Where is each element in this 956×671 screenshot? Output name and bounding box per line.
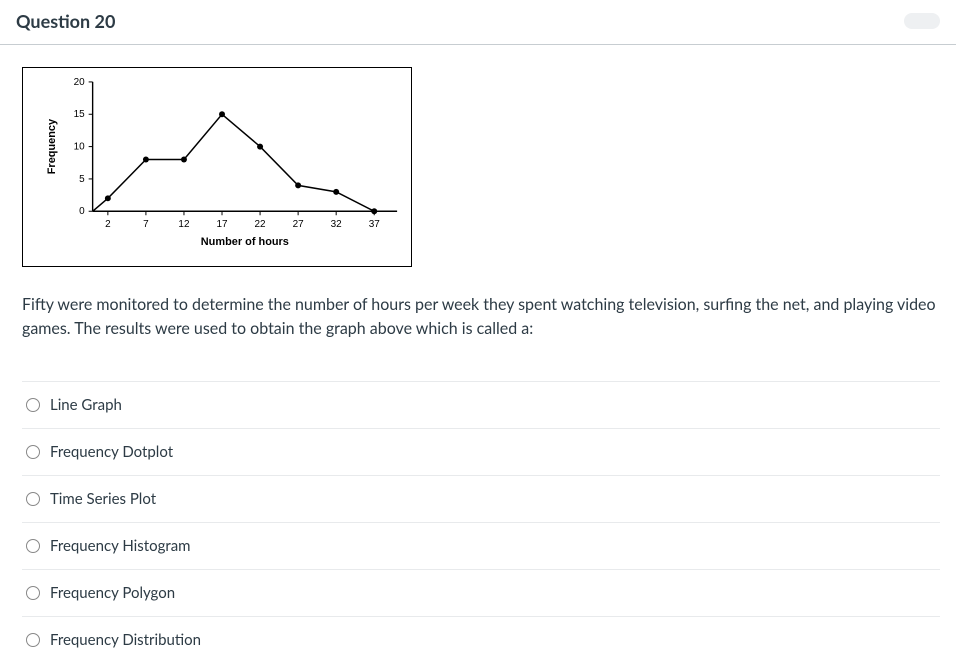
points-pill (904, 13, 940, 29)
answer-radio[interactable] (26, 586, 40, 600)
svg-text:5: 5 (79, 174, 85, 185)
answer-label: Frequency Distribution (50, 631, 201, 649)
svg-text:0: 0 (79, 206, 85, 217)
svg-text:Number of hours: Number of hours (201, 236, 289, 248)
svg-text:20: 20 (74, 77, 86, 88)
frequency-chart: 0510152027121722273237Number of hoursFre… (22, 67, 412, 267)
svg-text:32: 32 (331, 219, 343, 230)
answer-label: Time Series Plot (50, 490, 156, 508)
svg-text:12: 12 (178, 219, 190, 230)
answer-label: Frequency Polygon (50, 584, 175, 602)
question-prompt: Fifty were monitored to determine the nu… (22, 293, 940, 341)
answer-option[interactable]: Time Series Plot (22, 475, 940, 522)
answer-radio[interactable] (26, 492, 40, 506)
answer-option[interactable]: Frequency Histogram (22, 522, 940, 569)
answers-list: Line Graph Frequency Dotplot Time Series P… (22, 381, 940, 663)
svg-text:15: 15 (74, 109, 86, 120)
svg-text:10: 10 (74, 142, 86, 153)
answer-label: Line Graph (50, 396, 122, 414)
svg-text:2: 2 (105, 219, 111, 230)
svg-text:22: 22 (255, 219, 267, 230)
answer-option[interactable]: Line Graph (22, 381, 940, 428)
question-title: Question 20 (16, 10, 115, 32)
answer-option[interactable]: Frequency Distribution (22, 616, 940, 663)
question-header: Question 20 (0, 0, 956, 45)
answer-radio[interactable] (26, 539, 40, 553)
answer-radio[interactable] (26, 398, 40, 412)
answer-radio[interactable] (26, 633, 40, 647)
svg-text:17: 17 (216, 219, 228, 230)
svg-text:27: 27 (293, 219, 305, 230)
svg-text:Frequency: Frequency (46, 118, 58, 174)
answer-option[interactable]: Frequency Dotplot (22, 428, 940, 475)
answer-radio[interactable] (26, 445, 40, 459)
answer-label: Frequency Dotplot (50, 443, 173, 461)
chart-svg: 0510152027121722273237Number of hoursFre… (23, 68, 411, 267)
svg-text:7: 7 (143, 219, 149, 230)
svg-text:37: 37 (369, 219, 381, 230)
answer-option[interactable]: Frequency Polygon (22, 569, 940, 616)
answer-label: Frequency Histogram (50, 537, 191, 555)
question-content: 0510152027121722273237Number of hoursFre… (0, 45, 956, 671)
